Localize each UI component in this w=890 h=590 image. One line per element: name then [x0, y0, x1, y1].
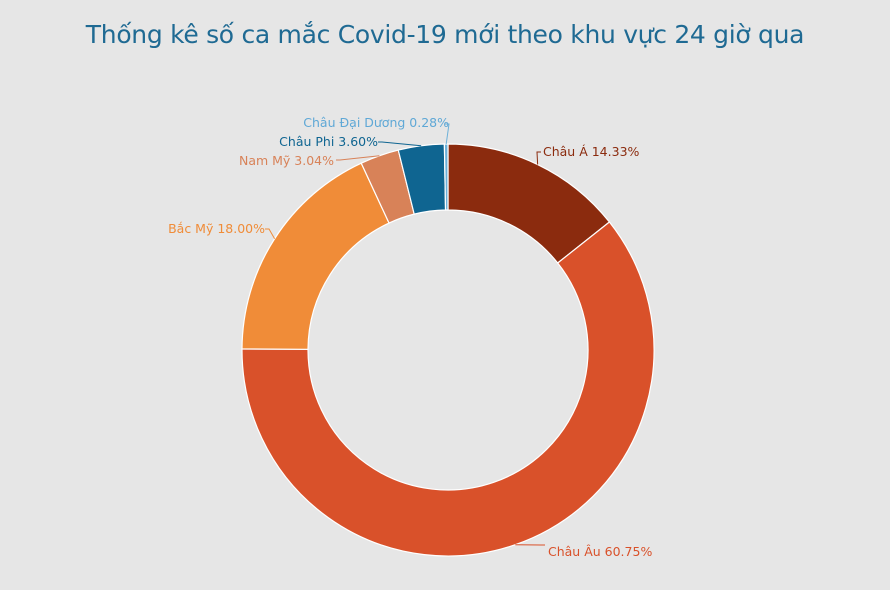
data-label-nam-my: Nam Mỹ 3.04% — [239, 153, 334, 168]
slice-chau-au — [241, 221, 655, 557]
leader-line-bac-my — [265, 228, 276, 239]
leader-line-chau-a — [536, 151, 541, 165]
leader-line-nam-my — [336, 155, 380, 161]
data-label-bac-my: Bắc Mỹ 18.00% — [168, 221, 265, 236]
slice-bac-my — [241, 162, 390, 350]
data-label-chau-au: Châu Âu 60.75% — [548, 544, 652, 559]
leader-line-chau-phi — [378, 141, 422, 147]
leader-line-chau-dai-duong — [445, 123, 450, 145]
chart-title: Thống kê số ca mắc Covid-19 mới theo khu… — [85, 20, 805, 49]
data-label-chau-phi: Châu Phi 3.60% — [279, 134, 378, 149]
slice-chau-dai-duong — [443, 143, 449, 211]
data-label-chau-a: Châu Á 14.33% — [543, 144, 640, 159]
data-label-chau-dai-duong: Châu Đại Dương 0.28% — [303, 115, 449, 130]
